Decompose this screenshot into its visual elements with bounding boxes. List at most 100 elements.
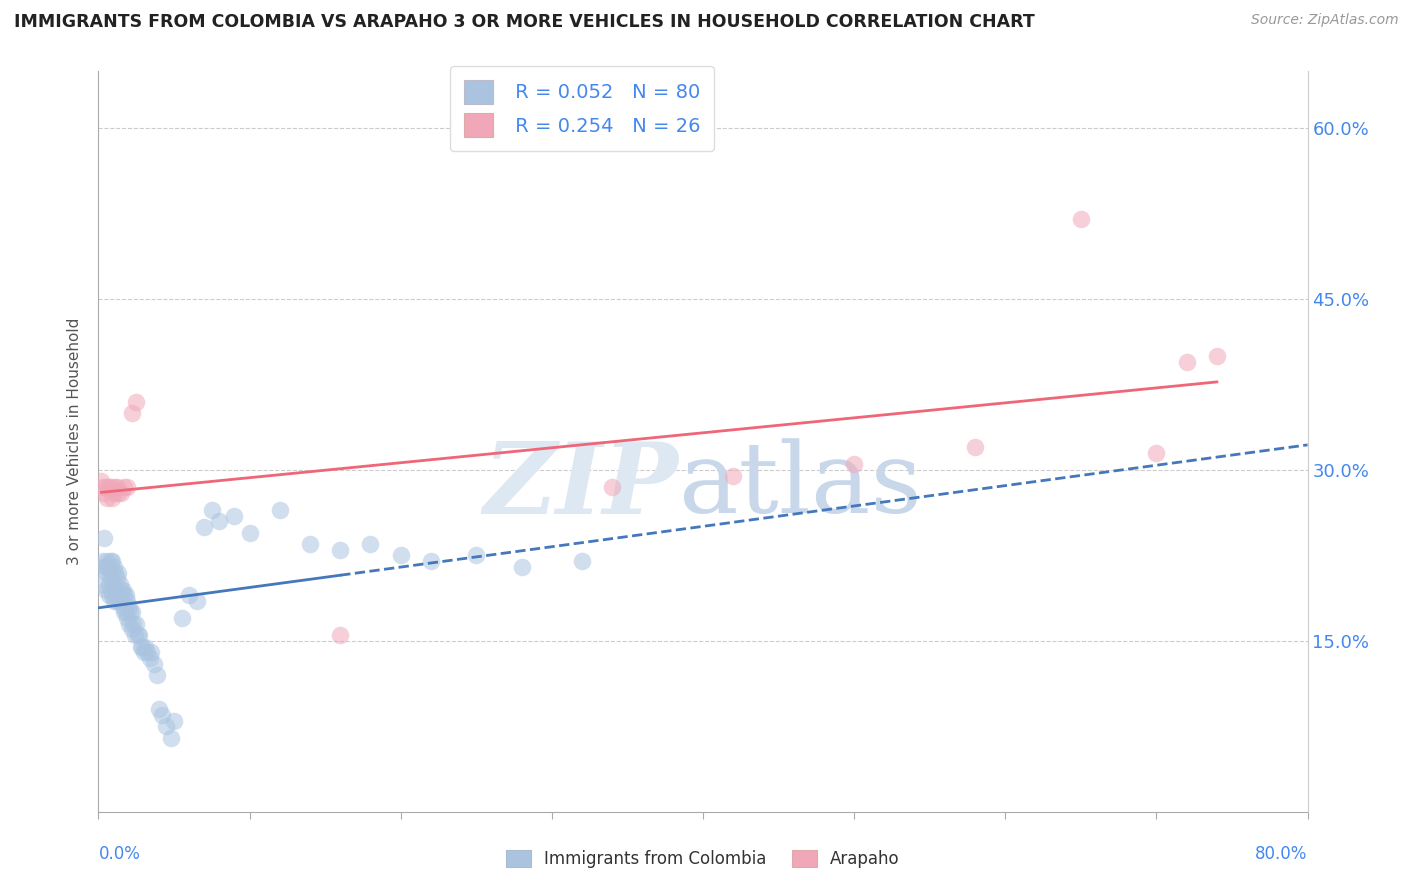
- Point: [163, 714, 186, 728]
- Point: [100, 554, 122, 568]
- Point: [170, 611, 193, 625]
- Point: [112, 480, 135, 494]
- Point: [127, 628, 149, 642]
- Point: [510, 559, 533, 574]
- Point: [360, 537, 382, 551]
- Point: [111, 599, 134, 614]
- Point: [329, 542, 352, 557]
- Point: [94, 480, 117, 494]
- Point: [134, 640, 156, 654]
- Point: [723, 468, 745, 483]
- Point: [104, 566, 127, 580]
- Point: [103, 485, 125, 500]
- Point: [329, 628, 352, 642]
- Point: [125, 394, 148, 409]
- Point: [118, 616, 141, 631]
- Point: [193, 520, 215, 534]
- Point: [128, 628, 150, 642]
- Point: [104, 582, 127, 597]
- Point: [107, 566, 129, 580]
- Point: [143, 657, 166, 671]
- Point: [94, 559, 117, 574]
- Point: [107, 588, 129, 602]
- Point: [186, 594, 208, 608]
- Point: [96, 554, 118, 568]
- Point: [93, 559, 115, 574]
- Point: [112, 606, 135, 620]
- Point: [239, 525, 262, 540]
- Point: [299, 537, 322, 551]
- Point: [571, 554, 593, 568]
- Point: [108, 577, 131, 591]
- Legend: Immigrants from Colombia, Arapaho: Immigrants from Colombia, Arapaho: [499, 843, 907, 875]
- Point: [111, 582, 134, 597]
- Point: [98, 559, 121, 574]
- Point: [101, 491, 124, 506]
- Point: [101, 554, 124, 568]
- Point: [121, 406, 143, 420]
- Point: [101, 566, 124, 580]
- Point: [1206, 349, 1229, 363]
- Point: [269, 503, 291, 517]
- Point: [155, 719, 177, 733]
- Point: [179, 588, 201, 602]
- Point: [107, 485, 129, 500]
- Point: [96, 559, 118, 574]
- Point: [110, 594, 132, 608]
- Point: [105, 480, 128, 494]
- Point: [965, 440, 987, 454]
- Point: [141, 645, 163, 659]
- Point: [201, 503, 224, 517]
- Point: [121, 606, 143, 620]
- Point: [1144, 446, 1167, 460]
- Point: [94, 582, 117, 597]
- Point: [105, 594, 128, 608]
- Point: [104, 480, 127, 494]
- Point: [103, 577, 125, 591]
- Point: [139, 651, 162, 665]
- Point: [98, 480, 121, 494]
- Point: [91, 554, 114, 568]
- Point: [132, 645, 155, 659]
- Point: [124, 628, 146, 642]
- Point: [224, 508, 246, 523]
- Point: [1070, 212, 1092, 227]
- Point: [96, 491, 118, 506]
- Point: [121, 623, 143, 637]
- Point: [93, 532, 115, 546]
- Point: [100, 480, 122, 494]
- Point: [389, 549, 412, 563]
- Point: [148, 702, 170, 716]
- Point: [93, 485, 115, 500]
- Point: [110, 485, 132, 500]
- Point: [98, 588, 121, 602]
- Point: [844, 458, 866, 472]
- Point: [100, 571, 122, 585]
- Point: [115, 594, 138, 608]
- Y-axis label: 3 or more Vehicles in Household: 3 or more Vehicles in Household: [67, 318, 83, 566]
- Point: [125, 616, 148, 631]
- Point: [131, 640, 153, 654]
- Point: [103, 594, 125, 608]
- Point: [100, 582, 122, 597]
- Point: [465, 549, 488, 563]
- Point: [98, 577, 121, 591]
- Point: [129, 640, 152, 654]
- Point: [112, 588, 135, 602]
- Point: [103, 559, 125, 574]
- Point: [602, 480, 624, 494]
- Point: [96, 566, 118, 580]
- Point: [135, 645, 157, 659]
- Point: [160, 731, 183, 745]
- Point: [91, 480, 114, 494]
- Point: [420, 554, 443, 568]
- Point: [110, 582, 132, 597]
- Point: [115, 480, 138, 494]
- Point: [114, 588, 136, 602]
- Point: [101, 588, 124, 602]
- Text: IMMIGRANTS FROM COLOMBIA VS ARAPAHO 3 OR MORE VEHICLES IN HOUSEHOLD CORRELATION : IMMIGRANTS FROM COLOMBIA VS ARAPAHO 3 OR…: [14, 13, 1035, 31]
- Text: ZIP: ZIP: [484, 438, 679, 534]
- Point: [90, 475, 112, 489]
- Point: [1175, 355, 1198, 369]
- Legend:  R = 0.052   N = 80,  R = 0.254   N = 26: R = 0.052 N = 80, R = 0.254 N = 26: [450, 66, 714, 151]
